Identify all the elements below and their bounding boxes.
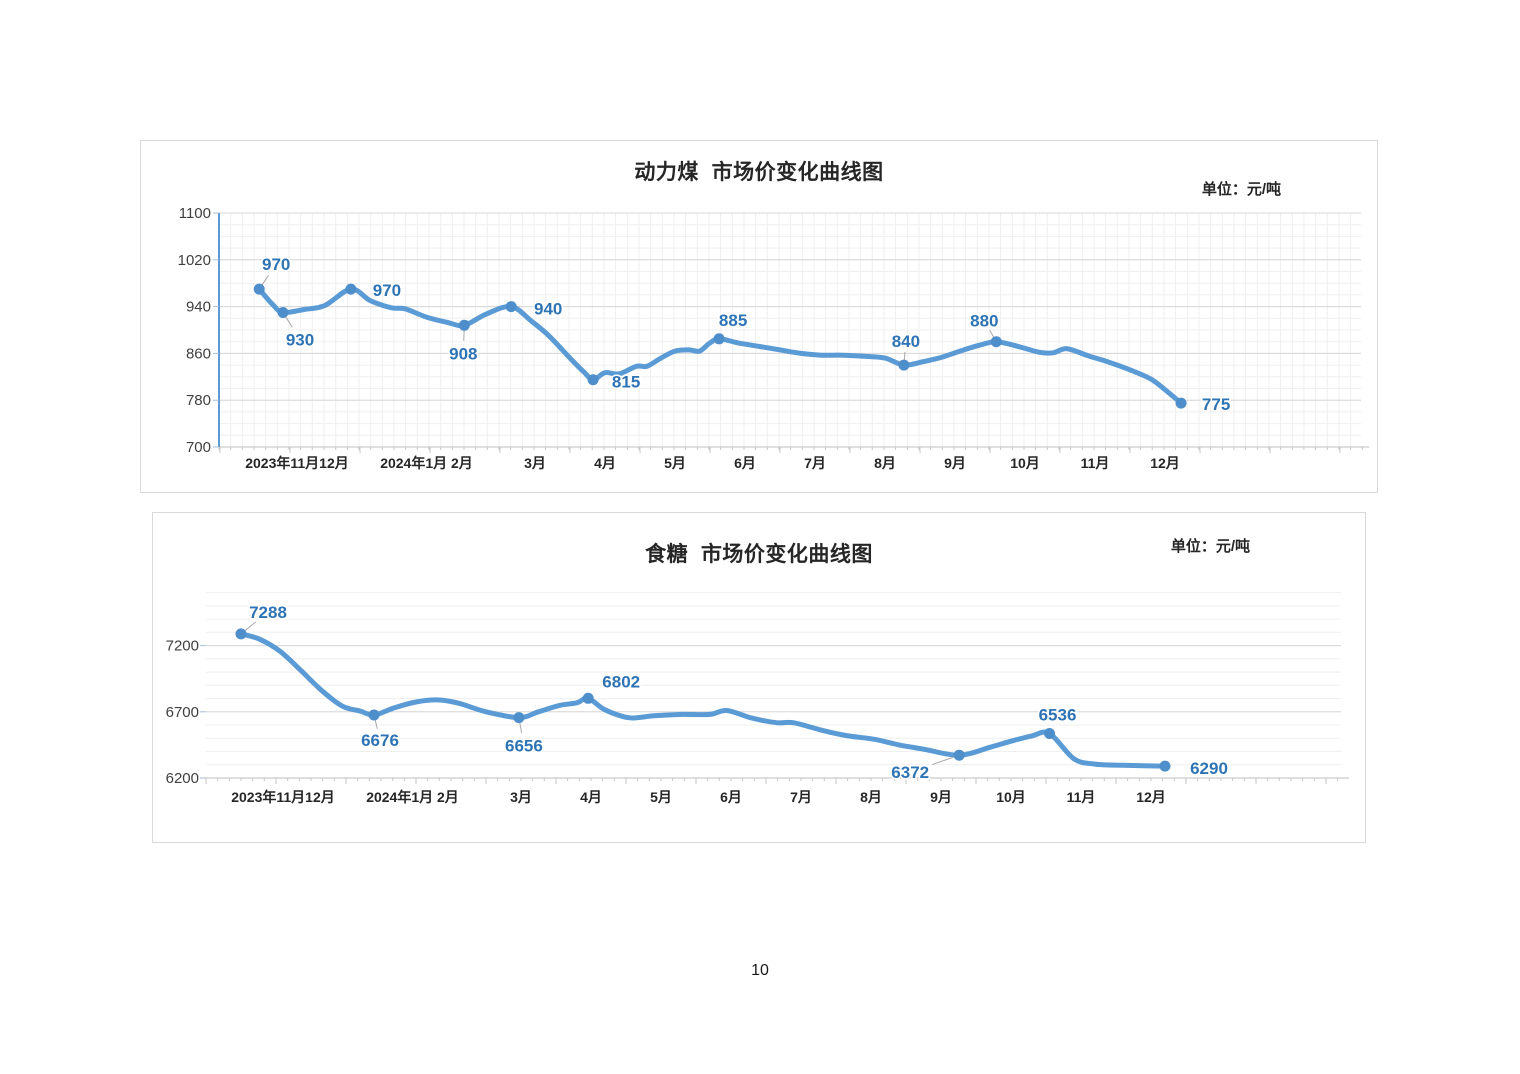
data-label: 6290 [1190, 759, 1228, 778]
x-axis-label: 5月 [650, 789, 672, 805]
y-axis-label: 7200 [166, 638, 199, 655]
y-axis-label: 860 [186, 345, 211, 362]
x-axis-label: 5月 [664, 455, 686, 471]
data-point-marker [1159, 760, 1171, 772]
data-point-marker [990, 336, 1002, 348]
data-label: 6802 [602, 672, 640, 691]
sugar-chart-panel: 食糖 市场价变化曲线图 单位：元/吨 7200 6700 6200 2023年11月1… [152, 512, 1366, 843]
data-label: 885 [719, 311, 747, 330]
data-label: 840 [892, 332, 920, 351]
sugar-chart-title: 食糖 市场价变化曲线图 [645, 543, 873, 566]
data-label: 880 [970, 312, 998, 331]
x-axis-label: 7月 [804, 455, 826, 471]
data-point-marker [505, 301, 517, 313]
sugar-chart-unit-label: 单位：元/吨 [1170, 538, 1250, 555]
data-point-marker [458, 319, 470, 331]
data-label: 930 [286, 331, 314, 350]
data-point-marker [345, 283, 357, 295]
x-axis-label: 2024年1月 2月 [366, 789, 459, 805]
data-point-marker [235, 628, 247, 640]
x-axis-label: 12月 [1150, 455, 1180, 471]
data-label: 6656 [505, 737, 543, 756]
x-axis-label: 2023年11月12月 [231, 789, 335, 805]
x-axis-label: 3月 [510, 789, 532, 805]
y-axis-label: 6200 [166, 770, 199, 787]
y-axis-label: 700 [186, 439, 211, 456]
y-axis-label: 1020 [178, 252, 211, 269]
data-label: 940 [534, 300, 562, 319]
coal-chart-panel: 动力煤 市场价变化曲线图 单位：元/吨 1100 1020 940 860 780 700… [140, 140, 1378, 493]
x-axis-label: 10月 [1010, 455, 1040, 471]
x-axis-label: 9月 [944, 455, 966, 471]
data-label: 970 [373, 281, 401, 300]
x-axis-label: 11月 [1081, 455, 1110, 471]
data-point-marker [582, 692, 594, 704]
x-axis-label: 8月 [874, 455, 896, 471]
data-point-marker [368, 709, 380, 721]
data-point-marker [953, 749, 965, 761]
y-axis-label: 6700 [166, 704, 199, 721]
data-point-marker [277, 307, 289, 318]
data-label: 6676 [361, 731, 399, 750]
data-label: 970 [262, 255, 290, 274]
data-label: 908 [449, 344, 477, 363]
data-point-marker [587, 374, 599, 386]
x-axis-label: 4月 [580, 789, 602, 805]
data-point-marker [1175, 397, 1187, 409]
x-axis-ticks [205, 778, 1339, 784]
data-point-marker [898, 359, 910, 371]
price-line [256, 286, 1184, 406]
x-axis-label: 2023年11月12月 [245, 455, 349, 471]
data-point-marker [1044, 728, 1055, 739]
coal-chart-plot: 1100 1020 940 860 780 700 2023年11月12月 2024年1月 2… [178, 205, 1369, 471]
coal-chart-title: 动力煤 市场价变化曲线图 [634, 161, 884, 184]
data-label: 6372 [891, 763, 929, 782]
grid-minor [219, 212, 1361, 447]
x-axis-label: 4月 [594, 455, 616, 471]
grid-major [219, 212, 1361, 401]
data-point-marker [513, 712, 525, 724]
data-label: 775 [1202, 395, 1230, 414]
data-point-marker [713, 333, 725, 345]
page-number: 10 [751, 962, 769, 979]
x-axis-ticks [218, 447, 1363, 453]
data-label: 815 [612, 373, 640, 392]
grid-major [206, 645, 1341, 713]
x-axis-label: 6月 [720, 789, 742, 805]
x-axis-label: 3月 [524, 455, 546, 471]
data-label: 6536 [1039, 706, 1077, 725]
x-axis-label: 12月 [1136, 789, 1166, 805]
coal-chart-unit-label: 单位：元/吨 [1201, 181, 1281, 198]
y-axis-label: 780 [186, 392, 211, 409]
x-axis-label: 2024年1月 2月 [380, 455, 473, 471]
y-axis-label: 940 [186, 299, 211, 316]
x-axis-label: 6月 [734, 455, 756, 471]
x-axis-label: 8月 [860, 789, 882, 805]
x-axis-label: 10月 [996, 789, 1026, 805]
y-axis-label: 1100 [179, 205, 211, 222]
data-point-marker [253, 283, 265, 295]
x-axis-label: 7月 [790, 789, 812, 805]
data-label: 7288 [249, 603, 287, 622]
sugar-chart-plot: 7200 6700 6200 2023年11月12月 2024年1月 2月 3月 4月 5月 6… [166, 592, 1349, 805]
x-axis-label: 11月 [1067, 789, 1096, 805]
x-axis-label: 9月 [930, 789, 952, 805]
